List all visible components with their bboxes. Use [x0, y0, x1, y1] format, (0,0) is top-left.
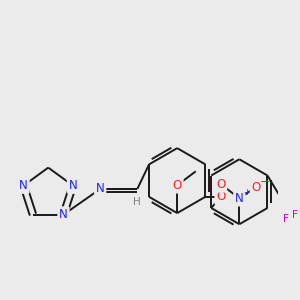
Text: −: − — [260, 176, 271, 189]
Text: O: O — [172, 179, 182, 192]
Text: N: N — [235, 192, 244, 205]
Text: O: O — [251, 181, 261, 194]
Text: F: F — [299, 189, 300, 199]
Text: H: H — [134, 197, 141, 207]
Text: N: N — [69, 179, 77, 192]
Text: +: + — [243, 188, 250, 197]
Text: N: N — [96, 182, 105, 196]
Text: O: O — [216, 178, 225, 191]
Text: O: O — [216, 190, 225, 203]
Text: F: F — [283, 214, 289, 224]
Text: N: N — [19, 179, 28, 192]
Text: N: N — [59, 208, 68, 221]
Text: F: F — [292, 210, 298, 220]
